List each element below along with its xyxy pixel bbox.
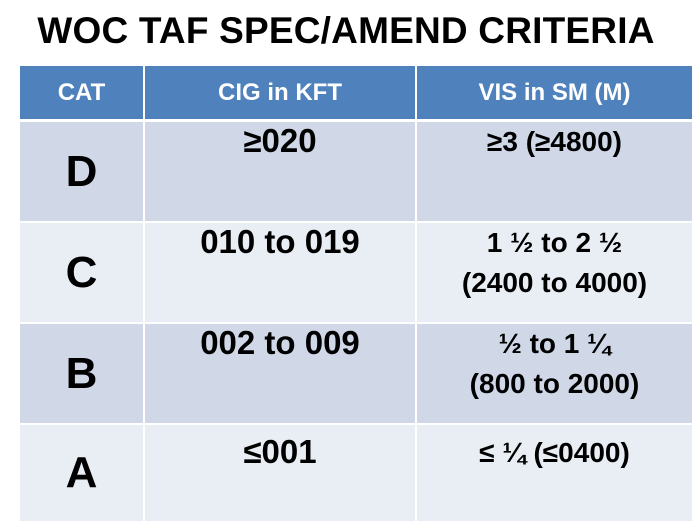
cig-cell: ≤001 <box>144 424 417 523</box>
vis-line: ≤ ¼ (≤0400) <box>479 437 630 468</box>
vis-line-meters: (2400 to 4000) <box>461 267 648 298</box>
table-row-c: C 010 to 019 1 ½ to 2 ½ (2400 to 4000) <box>20 222 692 324</box>
table-header-row: CAT CIG in KFT VIS in SM (M) <box>20 66 692 122</box>
vis-cell: ½ to 1 ¼ (800 to 2000) <box>416 323 692 425</box>
header-cig: CIG in KFT <box>144 66 417 122</box>
vis-cell: 1 ½ to 2 ½ (2400 to 4000) <box>416 222 692 324</box>
slide-title: WOC TAF SPEC/AMEND CRITERIA <box>37 10 655 51</box>
cig-cell: 002 to 009 <box>144 323 417 425</box>
vis-cell: ≤ ¼ (≤0400) <box>416 424 692 523</box>
vis-line: ≥3 (≥4800) <box>486 126 623 157</box>
table-row-b: B 002 to 009 ½ to 1 ¼ (800 to 2000) <box>20 323 692 425</box>
cat-cell: A <box>20 424 145 523</box>
cat-cell: B <box>20 323 145 425</box>
vis-line: ½ to 1 ¼ <box>498 328 611 359</box>
cat-cell: D <box>20 120 145 223</box>
vis-cell: ≥3 (≥4800) <box>416 120 692 223</box>
table-row-a: A ≤001 ≤ ¼ (≤0400) <box>20 424 692 523</box>
vis-line: 1 ½ to 2 ½ <box>486 227 623 258</box>
vis-line-meters: (800 to 2000) <box>469 368 640 399</box>
cat-cell: C <box>20 222 145 324</box>
header-cat: CAT <box>20 66 145 122</box>
cig-cell: ≥020 <box>144 120 417 223</box>
table-row-d: D ≥020 ≥3 (≥4800) <box>20 120 692 223</box>
cig-cell: 010 to 019 <box>144 222 417 324</box>
header-vis: VIS in SM (M) <box>416 66 692 122</box>
criteria-table: CAT CIG in KFT VIS in SM (M) D ≥020 ≥3 (… <box>20 66 692 523</box>
